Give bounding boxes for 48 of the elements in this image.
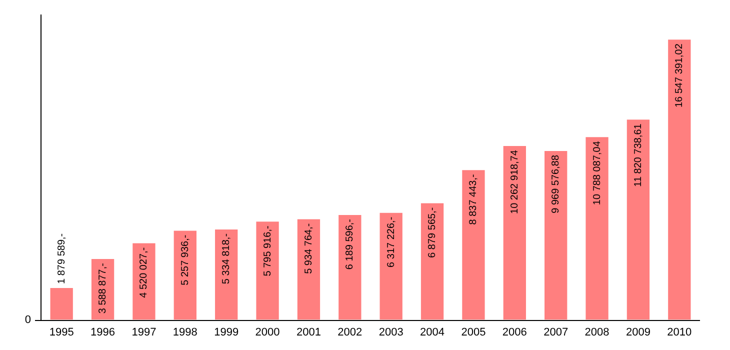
data-label: 3 588 877,- bbox=[98, 263, 109, 314]
bar bbox=[462, 170, 485, 320]
bar bbox=[132, 243, 156, 320]
bar bbox=[174, 230, 196, 320]
x-tick-label: 2000 bbox=[255, 326, 280, 338]
x-tick-label: 2001 bbox=[296, 326, 321, 338]
data-label: 1 879 589,- bbox=[56, 233, 68, 284]
bar bbox=[215, 229, 238, 320]
data-label: 4 520 027,- bbox=[138, 247, 150, 298]
data-label: 5 795 916,- bbox=[262, 226, 274, 276]
data-label: 16 547 391,02 bbox=[674, 43, 686, 108]
data-label: 6 317 226,- bbox=[386, 216, 397, 268]
x-tick-label: 2004 bbox=[420, 326, 445, 338]
x-tick-label: 2003 bbox=[378, 326, 404, 338]
data-label: 6 189 596,- bbox=[344, 218, 356, 270]
data-label: 5 257 936,- bbox=[180, 234, 191, 286]
bar bbox=[586, 137, 608, 320]
data-label: 11 820 738,61 bbox=[632, 123, 644, 187]
x-tick-label: 1996 bbox=[90, 326, 116, 338]
data-label: 8 837 443,- bbox=[468, 174, 480, 225]
x-tick-label: 2008 bbox=[584, 326, 610, 338]
data-label: 5 334 818,- bbox=[221, 233, 232, 284]
bar bbox=[338, 214, 362, 320]
x-tick-label: 1999 bbox=[214, 326, 239, 338]
data-label: 10 262 918,74 bbox=[509, 150, 520, 214]
x-tick-label: 2009 bbox=[626, 326, 650, 338]
bar bbox=[544, 150, 568, 320]
x-tick-label: 1998 bbox=[172, 326, 198, 338]
bar bbox=[626, 120, 650, 320]
bar bbox=[503, 146, 526, 320]
bar bbox=[668, 40, 691, 320]
x-tick-label: 2005 bbox=[461, 326, 486, 338]
bar bbox=[297, 219, 320, 320]
bar bbox=[50, 288, 73, 320]
data-label: 10 788 087,04 bbox=[592, 140, 603, 206]
x-tick-label: 1997 bbox=[132, 326, 156, 338]
x-tick-label: 2010 bbox=[667, 326, 692, 338]
data-label: 5 934 764,- bbox=[303, 223, 314, 274]
text: 0 bbox=[24, 314, 31, 326]
x-tick-label: 2007 bbox=[544, 326, 568, 338]
bar bbox=[380, 212, 402, 320]
x-tick-label: 2006 bbox=[502, 326, 527, 338]
data-label: 6 879 565,- bbox=[427, 207, 438, 258]
x-tick-label: 1995 bbox=[49, 326, 74, 338]
x-tick-label: 2002 bbox=[338, 326, 362, 338]
data-label: 9 969 576,88 bbox=[550, 154, 562, 214]
bar bbox=[420, 203, 444, 320]
bar bbox=[256, 222, 279, 320]
